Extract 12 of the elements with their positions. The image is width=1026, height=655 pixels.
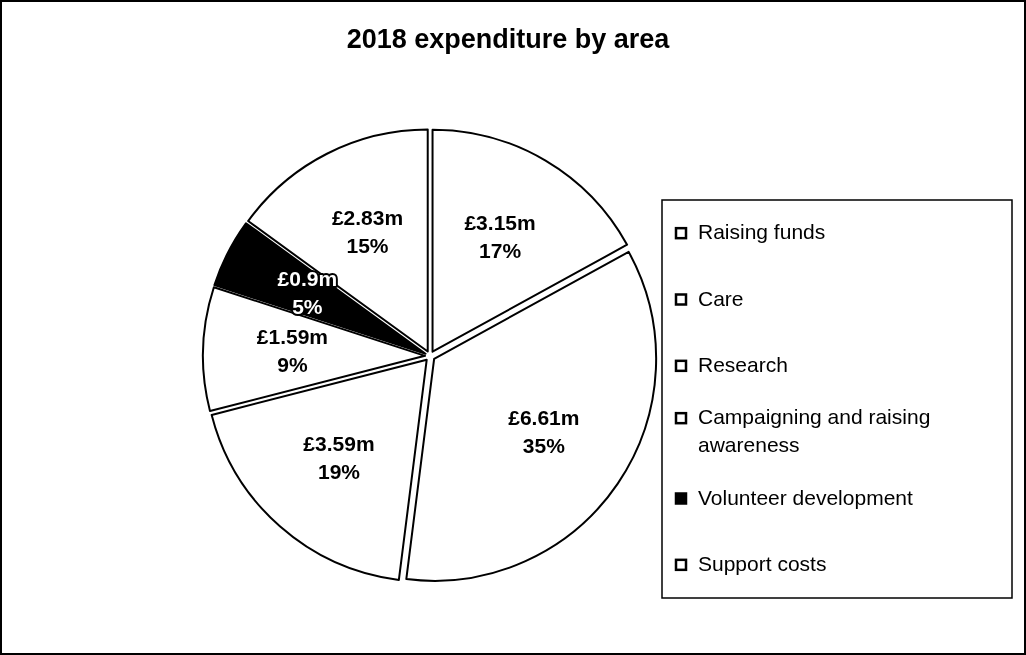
legend-label: Campaigning and raising awareness: [698, 404, 931, 456]
legend-label: Volunteer development: [698, 485, 913, 509]
legend-label: Support costs: [698, 551, 827, 575]
chart-title: 2018 expenditure by area: [346, 24, 671, 54]
legend-label: Raising funds: [698, 219, 826, 243]
legend-label: Research: [698, 352, 788, 376]
data-label: £2.83m 15%: [331, 205, 404, 257]
data-label: £6.61m 35%: [508, 405, 580, 457]
data-label: £3.15m 17%: [464, 210, 536, 262]
data-label: £1.59m 9%: [256, 324, 329, 376]
data-label: £3.59m 19%: [303, 431, 375, 483]
legend-label: Care: [698, 286, 744, 310]
